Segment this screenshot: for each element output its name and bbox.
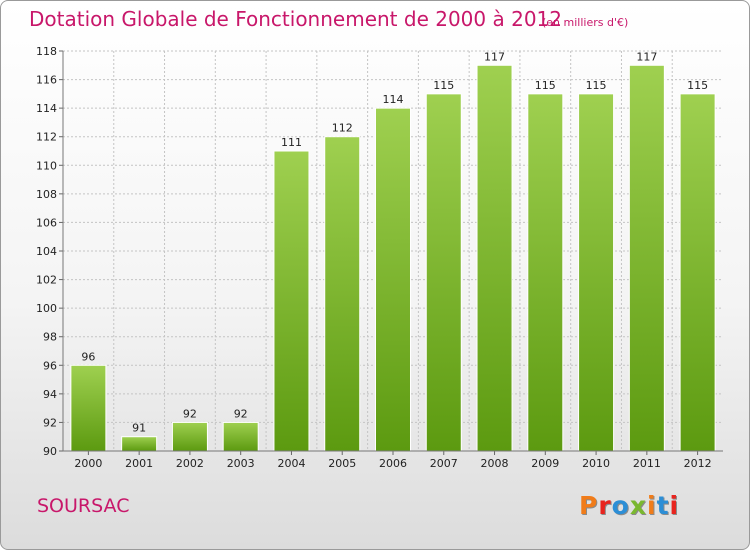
proxiti-logo: Proxiti [579, 491, 679, 520]
bar [425, 93, 462, 452]
x-tick-label: 2009 [531, 457, 559, 470]
bars: 96 91 92 92 111 112 114 115 117 115 115 117 115 [70, 50, 716, 452]
y-tick-label: 112 [36, 131, 57, 144]
y-tick-label: 100 [36, 302, 57, 315]
logo-letter: i [669, 491, 680, 520]
commune-name: SOURSAC [37, 495, 130, 517]
data-label: 117 [484, 50, 505, 63]
axes: 90 92 94 96 98 100 102 104 106 108 110 112 114 116 118… [36, 45, 723, 470]
x-tick-label: 2001 [125, 457, 153, 470]
bar [222, 421, 259, 452]
bar [70, 364, 107, 452]
x-tick-label: 2002 [176, 457, 204, 470]
bar [324, 136, 361, 452]
x-tick-label: 2011 [633, 457, 661, 470]
chart-title: Dotation Globale de Fonctionnement de 20… [29, 7, 562, 31]
y-tick-label: 114 [36, 102, 57, 115]
bar [628, 64, 665, 452]
y-tick-label: 116 [36, 74, 57, 87]
data-label: 115 [687, 79, 708, 92]
x-tick-label: 2000 [74, 457, 102, 470]
bar [375, 107, 411, 452]
logo-letter: x [629, 491, 647, 520]
data-label: 112 [332, 122, 353, 135]
data-label: 117 [636, 50, 657, 63]
data-label: 92 [183, 407, 197, 420]
x-tick-label: 2005 [328, 457, 356, 470]
data-label: 115 [586, 79, 607, 92]
y-tick-label: 110 [36, 159, 57, 172]
bar [679, 93, 716, 452]
data-label: 92 [234, 407, 248, 420]
y-tick-label: 108 [36, 188, 57, 201]
logo-letter: r [598, 491, 612, 520]
logo-letter: t [656, 491, 670, 520]
logo-letter: P [579, 491, 599, 520]
bar [171, 421, 208, 452]
x-tick-label: 2012 [684, 457, 712, 470]
x-tick-label: 2004 [277, 457, 305, 470]
y-tick-label: 104 [36, 245, 57, 258]
x-tick-label: 2003 [227, 457, 255, 470]
chart-unit-note: (en milliers d'€) [542, 16, 629, 29]
x-tick-label: 2007 [430, 457, 458, 470]
bar [578, 93, 615, 452]
bar [527, 93, 564, 452]
y-tick-label: 102 [36, 274, 57, 287]
data-label: 111 [281, 136, 302, 149]
data-label: 114 [383, 93, 404, 106]
y-tick-label: 98 [43, 331, 57, 344]
y-tick-label: 106 [36, 216, 57, 229]
logo-letter: o [611, 491, 630, 520]
data-label: 91 [132, 422, 146, 435]
x-tick-label: 2006 [379, 457, 407, 470]
y-tick-label: 96 [43, 359, 57, 372]
x-tick-label: 2008 [481, 457, 509, 470]
x-tick-label: 2010 [582, 457, 610, 470]
logo-letter: i [647, 491, 657, 520]
bar [273, 150, 310, 452]
data-label: 115 [535, 79, 556, 92]
y-tick-label: 118 [36, 45, 57, 58]
bar [121, 436, 158, 452]
y-tick-label: 90 [43, 445, 57, 458]
y-tick-label: 92 [43, 416, 57, 429]
data-label: 96 [81, 350, 95, 363]
bar [476, 64, 513, 452]
grid-lines [63, 50, 723, 451]
y-tick-label: 94 [43, 388, 57, 401]
data-label: 115 [433, 79, 454, 92]
